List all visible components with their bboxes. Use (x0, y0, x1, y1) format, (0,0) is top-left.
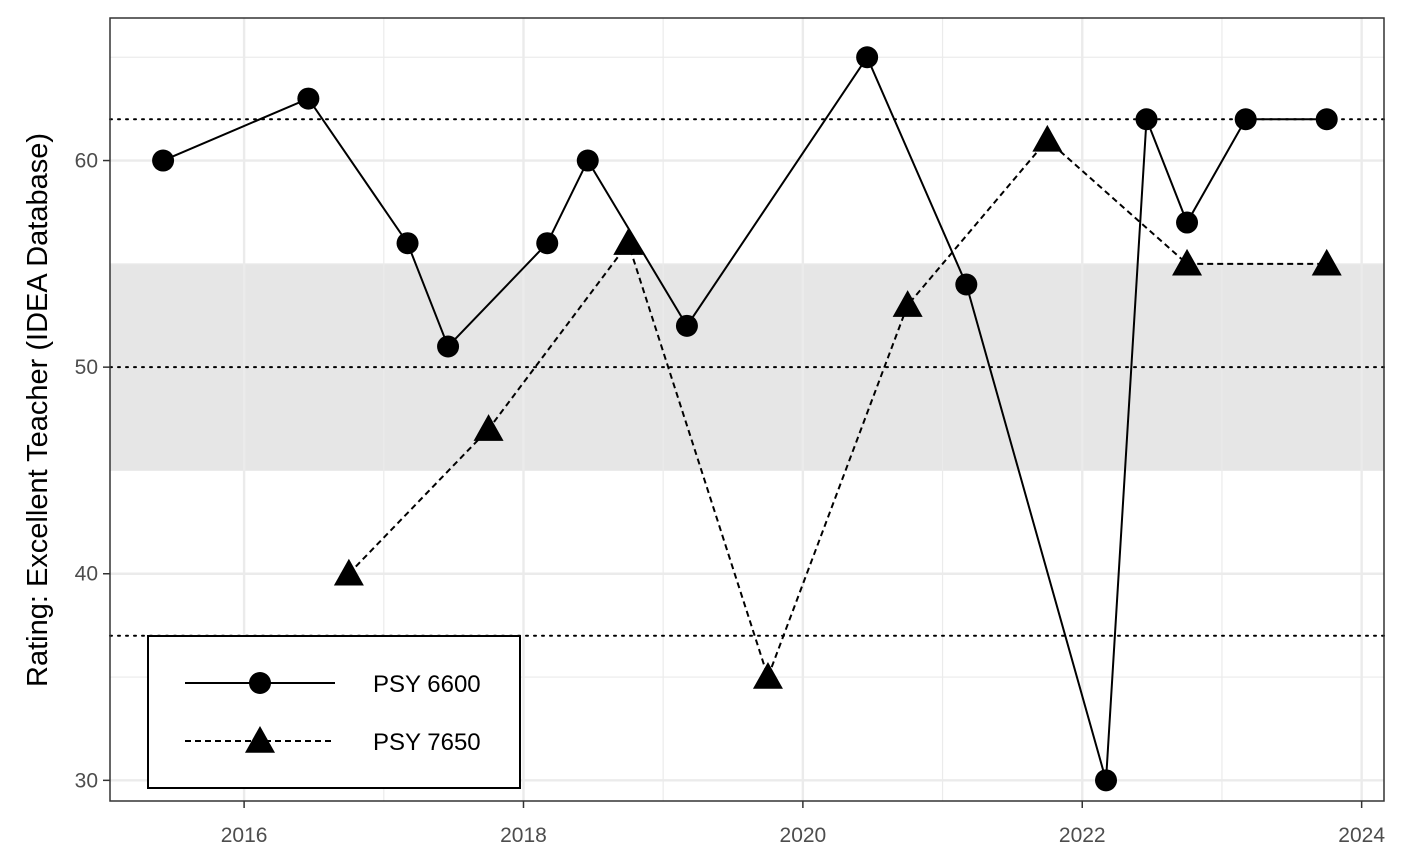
x-tick-label: 2024 (1338, 824, 1385, 847)
data-point-psy-6600 (1095, 769, 1118, 792)
y-tick-label: 40 (75, 563, 98, 586)
data-point-psy-7650 (473, 414, 504, 441)
data-point-psy-7650 (892, 290, 923, 317)
y-tick-label: 60 (75, 150, 98, 173)
x-axis: 2016 2018 2020 2022 2024 (221, 801, 1385, 847)
data-point-psy-6600 (576, 149, 599, 172)
data-point-psy-6600 (1315, 108, 1338, 131)
data-point-psy-6600 (856, 46, 879, 69)
data-point-psy-7650 (752, 662, 783, 689)
x-tick-label: 2020 (780, 824, 827, 847)
series-psy-6600 (152, 46, 1338, 792)
data-point-psy-6600 (955, 273, 978, 296)
x-tick-label: 2022 (1059, 824, 1106, 847)
data-point-psy-6600 (297, 87, 320, 110)
series-line-psy-6600 (162, 55, 1327, 781)
legend: PSY 6600 PSY 7650 (147, 635, 521, 789)
data-point-psy-7650 (613, 228, 644, 255)
data-point-psy-6600 (1234, 108, 1257, 131)
x-tick-label: 2016 (221, 824, 268, 847)
series-psy-7650 (333, 124, 1342, 689)
y-axis-title: Rating: Excellent Teacher (IDEA Database… (22, 133, 54, 687)
plot-area (109, 17, 1385, 802)
legend-marker-psy-6600 (249, 672, 271, 694)
legend-label-psy-7650: PSY 7650 (373, 729, 481, 756)
data-point-psy-6600 (396, 232, 419, 255)
legend-box (147, 635, 521, 789)
panel-border (109, 17, 1385, 802)
data-point-psy-6600 (1176, 211, 1199, 234)
data-point-psy-6600 (152, 149, 175, 172)
series-layer (152, 46, 1342, 792)
data-point-psy-6600 (536, 232, 559, 255)
x-tick-label: 2018 (500, 824, 547, 847)
y-axis: 30 40 50 60 (75, 150, 110, 792)
data-point-psy-6600 (675, 314, 698, 337)
data-point-psy-6600 (1135, 108, 1158, 131)
data-point-psy-7650 (1311, 248, 1342, 276)
data-point-psy-6600 (437, 335, 460, 358)
data-point-psy-7650 (1032, 124, 1063, 152)
data-point-psy-7650 (333, 558, 364, 586)
y-tick-label: 30 (75, 769, 98, 792)
legend-label-psy-6600: PSY 6600 (373, 671, 481, 698)
y-tick-label: 50 (75, 356, 98, 379)
legend-marker-psy-7650 (245, 726, 275, 753)
data-point-psy-7650 (1172, 248, 1203, 276)
